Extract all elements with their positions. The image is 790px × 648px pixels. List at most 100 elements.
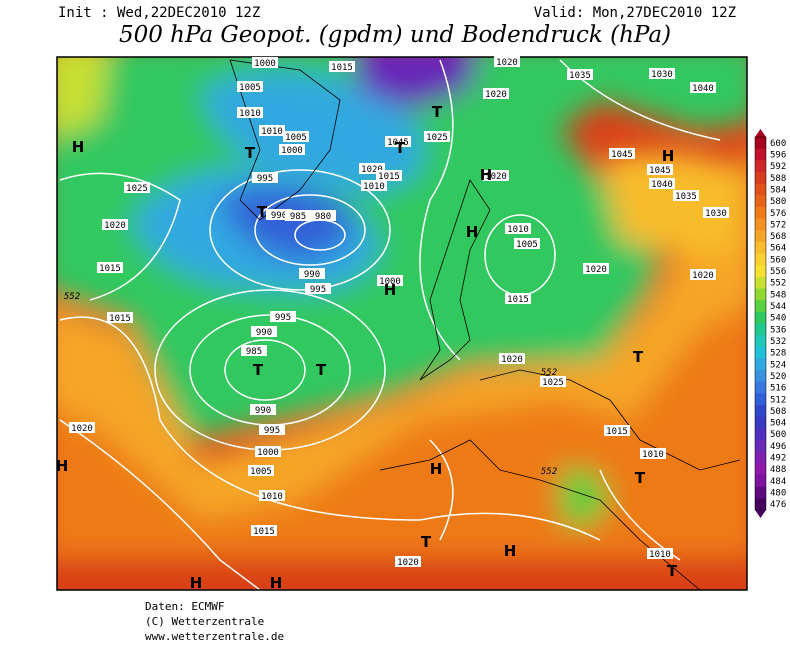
isobars — [59, 59, 721, 590]
colorbar-label: 540 — [770, 314, 786, 324]
label-box — [329, 61, 355, 72]
map-frame — [56, 56, 748, 591]
colorbar-label: 480 — [770, 489, 786, 499]
map-title: 500 hPa Geopot. (gpdm) und Bodendruck (h… — [119, 22, 671, 48]
label-box — [673, 190, 699, 201]
isobar-label: 1020 — [692, 271, 714, 281]
pressure-center: H — [662, 147, 675, 165]
isobar-label: 990 — [271, 211, 287, 221]
label-box — [102, 219, 128, 230]
colorbar-label: 508 — [770, 407, 786, 417]
isobar-label: 1020 — [501, 355, 523, 365]
isobar-label: 1000 — [257, 448, 279, 458]
label-box — [259, 490, 285, 501]
colorbar-label: 568 — [770, 232, 786, 242]
label-box — [97, 262, 123, 273]
pressure-center: T — [395, 139, 406, 157]
label-box — [359, 163, 385, 174]
label-box — [567, 69, 593, 80]
colorbar-swatch — [755, 358, 766, 371]
colorbar-label: 520 — [770, 372, 786, 382]
label-box — [251, 525, 277, 536]
isobar-label: 1040 — [651, 180, 673, 190]
colorbar-swatch — [755, 253, 766, 266]
isobar-label: 990 — [255, 406, 271, 416]
label-box — [237, 107, 263, 118]
credit: www.wetterzentrale.de — [145, 630, 284, 643]
colorbar-label: 556 — [770, 267, 786, 277]
isobar-label: 1020 — [485, 172, 507, 182]
contour-label: 552 — [64, 292, 80, 302]
isobar-label: 1010 — [649, 550, 671, 560]
colorbar-label: 560 — [770, 255, 786, 265]
label-box — [237, 81, 263, 92]
label-box — [285, 210, 311, 221]
label-box — [690, 269, 716, 280]
label-box — [241, 345, 267, 356]
colorbar-swatch — [755, 370, 766, 383]
label-box — [361, 180, 387, 191]
colorbar-swatch — [755, 311, 766, 324]
isobar-label: 1020 — [485, 90, 507, 100]
isobar-label: 1015 — [507, 295, 529, 305]
label-box — [252, 57, 278, 68]
colorbar-label: 476 — [770, 500, 786, 510]
colorbar-frame — [754, 136, 767, 511]
isobar-label: 990 — [256, 328, 272, 338]
isobar-label: 1005 — [250, 467, 272, 477]
label-box — [609, 148, 635, 159]
colorbar-swatch — [755, 137, 766, 150]
colorbar-swatch — [755, 475, 766, 488]
colorbar-label: 500 — [770, 430, 786, 440]
colorbar-swatch — [755, 218, 766, 231]
pressure-center: T — [257, 203, 268, 221]
isobar-label: 1045 — [387, 138, 409, 148]
label-box — [395, 556, 421, 567]
label-box — [69, 422, 95, 433]
label-box — [647, 164, 673, 175]
colorbar-label: 564 — [770, 244, 786, 254]
label-box — [255, 446, 281, 457]
pressure-center: T — [633, 348, 644, 366]
isobar-label: 995 — [275, 313, 291, 323]
colorbar-label: 528 — [770, 349, 786, 359]
isobar-label: 1010 — [261, 127, 283, 137]
isobar-label: 1015 — [606, 427, 628, 437]
label-box — [248, 465, 274, 476]
label-box — [299, 268, 325, 279]
colorbar-label: 572 — [770, 220, 786, 230]
isobar-label: 1020 — [585, 265, 607, 275]
colorbar-label: 504 — [770, 419, 786, 429]
label-box — [252, 172, 278, 183]
colorbar-swatch — [755, 183, 766, 196]
pressure-center: H — [480, 166, 493, 184]
colorbar-label: 576 — [770, 209, 786, 219]
colorbar-label: 544 — [770, 302, 786, 312]
isobar-label: 1010 — [363, 182, 385, 192]
isobar-label: 1020 — [361, 165, 383, 175]
colorbar-swatch — [755, 288, 766, 301]
colorbar-label: 584 — [770, 185, 786, 195]
colorbar-label: 532 — [770, 337, 786, 347]
colorbar-arrow — [755, 129, 766, 137]
label-box — [259, 125, 285, 136]
isobar-label: 1020 — [104, 221, 126, 231]
colorbar-label: 552 — [770, 279, 786, 289]
isobar-label: 980 — [315, 212, 331, 222]
pressure-center: H — [270, 574, 283, 592]
init-time: Init : Wed,22DEC2010 12Z — [58, 5, 260, 21]
label-box — [640, 448, 666, 459]
label-box — [279, 144, 305, 155]
label-box — [266, 209, 292, 220]
label-box — [540, 376, 566, 387]
colorbar-swatch — [755, 405, 766, 418]
isobar-label: 1035 — [675, 192, 697, 202]
colorbar-swatch — [755, 160, 766, 173]
isobar-label: 1045 — [611, 150, 633, 160]
label-box — [310, 210, 336, 221]
colorbar-arrow — [755, 510, 766, 518]
colorbar-swatch — [755, 300, 766, 313]
colorbar-swatch — [755, 148, 766, 161]
isobar-label: 1045 — [649, 166, 671, 176]
pressure-center: T — [421, 533, 432, 551]
